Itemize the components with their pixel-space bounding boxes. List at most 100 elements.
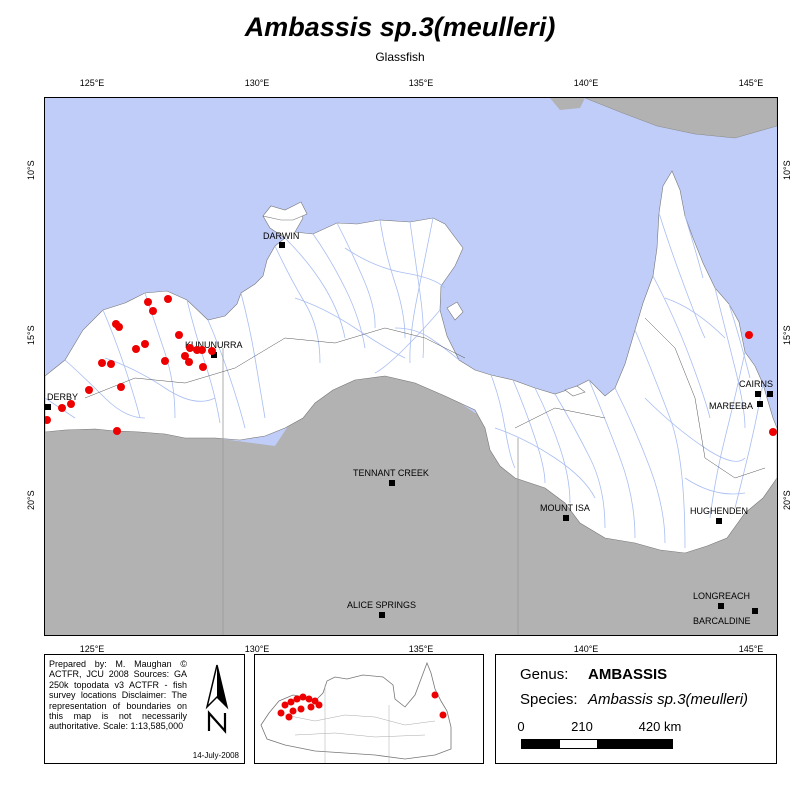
town-label: TENNANT CREEK	[353, 468, 429, 478]
occurrence-point[interactable]	[181, 352, 189, 360]
occurrence-point[interactable]	[297, 705, 305, 713]
town-marker[interactable]	[211, 352, 217, 358]
occurrence-point[interactable]	[161, 357, 169, 365]
occurrence-point[interactable]	[277, 709, 285, 717]
north-arrow-icon	[205, 664, 229, 734]
genus-value: AMBASSIS	[588, 666, 668, 683]
occurrence-point[interactable]	[115, 323, 123, 331]
town-marker[interactable]	[757, 401, 763, 407]
main-map[interactable]: DARWIN KUNUNURRA DERBY TENNANT CREEK ALI…	[44, 97, 778, 636]
catchment-boundaries	[84, 317, 766, 479]
occurrence-point[interactable]	[117, 383, 125, 391]
lon-tick-label: 135°E	[408, 644, 434, 654]
credits-text: Prepared by: M. Maughan © ACTFR, JCU 200…	[49, 659, 187, 732]
occurrence-point[interactable]	[67, 400, 75, 408]
occurrence-point[interactable]	[208, 347, 216, 355]
lon-tick-label: 145°E	[738, 78, 764, 88]
inset-map-canvas	[255, 655, 483, 763]
groote-eylandt	[446, 301, 464, 321]
lat-tick-label: 20°S	[782, 490, 792, 510]
occurrence-point[interactable]	[149, 307, 157, 315]
occurrence-point[interactable]	[431, 691, 439, 699]
occurrence-point[interactable]	[299, 693, 307, 701]
town-markers: DARWIN KUNUNURRA DERBY TENNANT CREEK ALI…	[45, 231, 773, 626]
map-canvas: DARWIN KUNUNURRA DERBY TENNANT CREEK ALI…	[45, 98, 777, 635]
town-label: CAIRNS	[739, 379, 773, 389]
town-label: DERBY	[47, 392, 78, 402]
town-label: DARWIN	[263, 231, 299, 241]
occurrence-point[interactable]	[439, 711, 447, 719]
occurrence-point[interactable]	[175, 331, 183, 339]
lat-tick-label: 15°S	[782, 325, 792, 345]
occurrence-point[interactable]	[285, 713, 293, 721]
occurrence-point[interactable]	[45, 416, 51, 424]
town-label: LONGREACH	[693, 591, 750, 601]
occurrence-point[interactable]	[281, 701, 289, 709]
town-marker[interactable]	[45, 404, 51, 410]
lon-tick-label: 140°E	[573, 644, 599, 654]
lat-tick-label: 15°S	[26, 325, 36, 345]
occurrence-point[interactable]	[307, 703, 315, 711]
scale-label: 420 km	[638, 719, 682, 734]
scale-label: 0	[517, 719, 525, 734]
state-borders	[222, 348, 519, 635]
scale-bar	[521, 739, 673, 749]
inset-map[interactable]	[254, 654, 484, 764]
occurrence-point[interactable]	[186, 344, 194, 352]
occurrence-point[interactable]	[293, 695, 301, 703]
town-label: MOUNT ISA	[540, 503, 590, 513]
genus-label: Genus:	[520, 666, 569, 683]
island	[550, 98, 585, 110]
occurrence-point[interactable]	[85, 386, 93, 394]
occurrence-point[interactable]	[769, 428, 777, 436]
town-marker[interactable]	[716, 518, 722, 524]
lon-tick-label: 130°E	[244, 78, 270, 88]
occurrence-point[interactable]	[185, 358, 193, 366]
occurrence-records	[45, 295, 777, 436]
outside-region-land	[45, 376, 777, 635]
town-label: HUGHENDEN	[690, 506, 748, 516]
town-label: KUNUNURRA	[185, 340, 243, 350]
town-marker[interactable]	[389, 480, 395, 486]
new-guinea-landmass	[584, 98, 777, 139]
map-subtitle: Glassfish	[375, 50, 425, 64]
occurrence-point[interactable]	[98, 359, 106, 367]
occurrence-point[interactable]	[315, 701, 323, 709]
inset-occurrence-records	[277, 691, 447, 721]
tiwi-islands	[262, 201, 308, 221]
occurrence-point[interactable]	[289, 707, 297, 715]
town-marker[interactable]	[563, 515, 569, 521]
occurrence-point[interactable]	[113, 427, 121, 435]
map-title: Ambassis sp.3(meulleri)	[244, 12, 556, 42]
credits-date: 14-July-2008	[192, 751, 239, 760]
lat-tick-label: 20°S	[26, 490, 36, 510]
town-marker[interactable]	[379, 612, 385, 618]
lon-tick-label: 125°E	[79, 78, 105, 88]
town-marker[interactable]	[279, 242, 285, 248]
occurrence-point[interactable]	[144, 298, 152, 306]
occurrence-point[interactable]	[198, 346, 206, 354]
legend-box: Genus: AMBASSIS Species: Ambassis sp.3(m…	[495, 654, 777, 764]
occurrence-point[interactable]	[107, 360, 115, 368]
occurrence-point[interactable]	[305, 695, 313, 703]
river-network	[45, 212, 764, 549]
town-marker[interactable]	[752, 608, 758, 614]
town-label: MAREEBA	[709, 401, 753, 411]
occurrence-point[interactable]	[199, 363, 207, 371]
occurrence-point[interactable]	[58, 404, 66, 412]
occurrence-point[interactable]	[141, 340, 149, 348]
species-label: Species:	[520, 691, 578, 708]
scale-label: 210	[571, 719, 593, 734]
occurrence-point[interactable]	[132, 345, 140, 353]
town-marker[interactable]	[718, 603, 724, 609]
town-marker[interactable]	[767, 391, 773, 397]
credits-box: Prepared by: M. Maughan © ACTFR, JCU 200…	[44, 654, 245, 764]
lon-tick-label: 145°E	[738, 644, 764, 654]
occurrence-point[interactable]	[745, 331, 753, 339]
occurrence-point[interactable]	[287, 698, 295, 706]
town-label: ALICE SPRINGS	[347, 600, 416, 610]
lat-tick-label: 10°S	[782, 160, 792, 180]
town-label: BARCALDINE	[693, 616, 751, 626]
town-marker[interactable]	[755, 391, 761, 397]
occurrence-point[interactable]	[164, 295, 172, 303]
